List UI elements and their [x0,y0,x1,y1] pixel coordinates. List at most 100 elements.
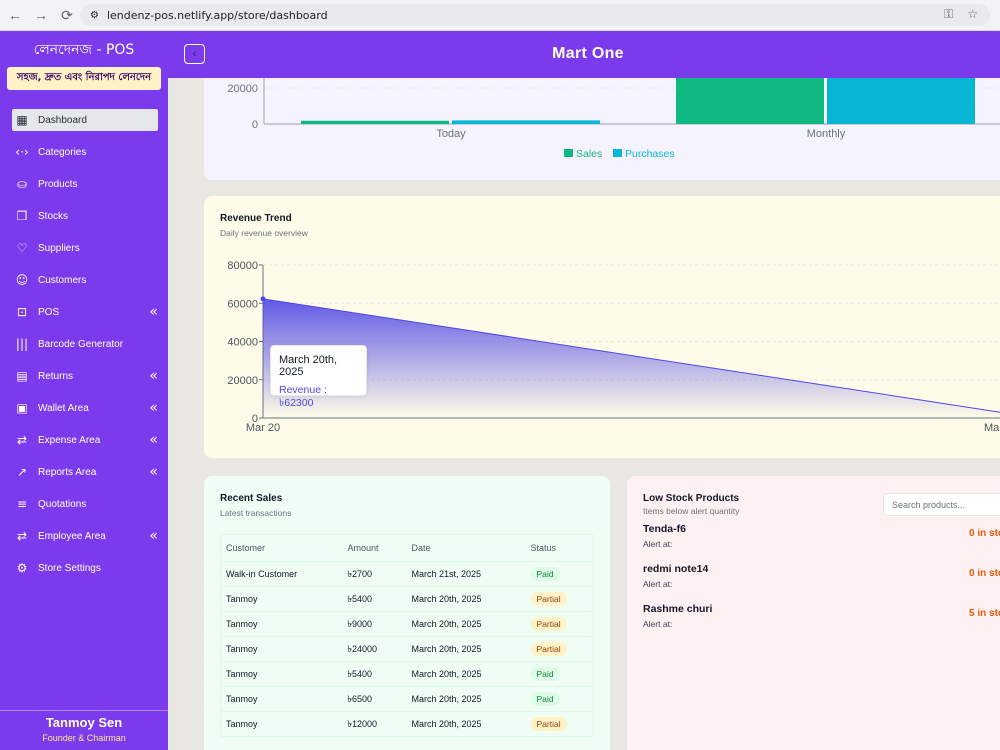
revenue-title: Revenue Trend [220,213,292,224]
cell-date: March 20th, 2025 [406,686,526,712]
user-name: Tanmoy Sen [45,715,123,730]
table-row[interactable]: Tanmoy ৳12000 March 20th, 2025 Partial [220,711,594,737]
low-stock-card: Low Stock Products Items below alert qua… [627,476,1000,750]
sidebar-item-customers[interactable]: ☺ Customers [12,269,158,291]
low-stock-subtitle: Items below alert quantity [643,506,740,516]
cell-customer: Tanmoy [220,611,343,637]
cell-status: Paid [525,686,594,712]
alert-label: Alert at: [643,619,673,629]
key-icon[interactable]: ⚿ [944,7,954,21]
status-badge: Partial [530,617,567,631]
chevron-double-left-icon[interactable]: « [149,432,158,448]
x-tick-label: Monthly [807,128,846,140]
status-badge: Partial [530,717,567,731]
cell-status: Partial [525,711,594,737]
chevron-double-left-icon[interactable]: « [149,528,158,544]
store-name: Mart One [552,45,624,62]
status-badge: Paid [530,567,560,581]
sidebar-item-label: Products [38,178,78,190]
y-tick-label: 80000 [227,260,258,272]
recent-sales-subtitle: Latest transactions [220,508,292,518]
site-info-icon[interactable]: ⚙ [90,9,99,21]
revenue-line [262,298,1000,413]
chevron-double-left-icon[interactable]: « [149,400,158,416]
column-header: Date [406,534,526,562]
table-row[interactable]: Walk-in Customer ৳2700 March 21st, 2025 Pai… [220,561,594,587]
table-row[interactable]: Tanmoy ৳6500 March 20th, 2025 Paid [220,686,594,712]
table-row[interactable]: Tanmoy ৳5400 March 20th, 2025 Paid [220,661,594,687]
search-products-input[interactable] [883,493,1000,516]
basket-icon: ⛀ [16,177,28,191]
cell-amount: ৳5400 [342,586,407,612]
product-name: Tenda-f6 [643,523,686,535]
sidebar-toggle-button[interactable]: ‹ [184,44,205,64]
sidebar-item-products[interactable]: ⛀ Products [12,173,158,195]
sidebar-item-stocks[interactable]: ❒ Stocks [12,205,158,227]
revenue-subtitle: Daily revenue overview [220,228,308,238]
bar-purchases [452,120,600,124]
sidebar-item-quotations[interactable]: ≡ Quotations [12,493,158,515]
sidebar-item-label: Returns [38,370,74,382]
table-row[interactable]: Tanmoy ৳9000 March 20th, 2025 Partial [220,611,594,637]
sidebar-item-expense-area[interactable]: ⇄ Expense Area « [12,429,158,451]
sidebar-item-label: Store Settings [38,562,101,574]
list-item[interactable]: Tenda-f6 Alert at: 0 in sto [643,523,1000,563]
revenue-trend-card: Revenue Trend Daily revenue overview 800… [204,196,1000,458]
cell-date: March 20th, 2025 [406,711,526,737]
low-stock-title: Low Stock Products [643,493,740,504]
y-tick-label: 20000 [227,375,258,387]
cell-customer: Tanmoy [220,686,343,712]
sidebar-menu: ▦ Dashboard ‹·› Categories ⛀ Products ❒ Stocks ♡… [0,109,168,589]
recent-sales-card: Recent Sales Latest transactions Custome… [204,476,610,750]
gear-icon: ⚙ [16,561,28,575]
list-item[interactable]: redmi note14 Alert at: 0 in sto [643,563,1000,603]
cell-customer: Tanmoy [220,586,343,612]
recent-sales-table: Customer Amount Date Status Walk-in Cust… [220,534,594,737]
sidebar-item-label: Wallet Area [38,402,89,414]
chart-tooltip: March 20th, 2025 Revenue : ৳62300 [270,345,367,409]
sidebar-item-employee-area[interactable]: ⇄ Employee Area « [12,525,158,547]
table-row[interactable]: Tanmoy ৳5400 March 20th, 2025 Partial [220,586,594,612]
sidebar-item-reports-area[interactable]: ↗ Reports Area « [12,461,158,483]
chevron-left-icon: ‹ [192,48,197,60]
chevron-double-left-icon[interactable]: « [149,304,158,320]
user-profile[interactable]: Tanmoy Sen Founder & Chairman [0,710,168,750]
chevron-double-left-icon[interactable]: « [149,368,158,384]
list-icon: ≡ [16,497,28,511]
chevron-double-left-icon[interactable]: « [149,464,158,480]
reload-icon[interactable]: ⟳ [61,6,73,23]
sidebar-item-dashboard[interactable]: ▦ Dashboard [12,109,158,131]
sidebar-item-store-settings[interactable]: ⚙ Store Settings [12,557,158,579]
list-item[interactable]: Rashme churi Alert at: 5 in sto [643,603,1000,643]
sidebar-item-wallet-area[interactable]: ▣ Wallet Area « [12,397,158,419]
sidebar: লেনদেনজ - POS সহজ, দ্রুত এবং নিরাপদ লেনদ… [0,31,168,750]
cell-date: March 20th, 2025 [406,636,526,662]
legend-swatch [564,149,573,157]
pos-icon: ⊡ [16,305,28,319]
status-badge: Paid [530,667,560,681]
sidebar-item-categories[interactable]: ‹·› Categories [12,141,158,163]
cell-date: March 20th, 2025 [406,586,526,612]
status-badge: Partial [530,642,567,656]
legend-swatch [613,149,622,157]
back-icon[interactable]: ← [8,7,22,23]
cell-date: March 20th, 2025 [406,661,526,687]
legend-label: Purchases [625,148,675,160]
product-name: redmi note14 [643,563,709,575]
cell-status: Partial [525,586,594,612]
cell-date: March 20th, 2025 [406,611,526,637]
forward-icon[interactable]: → [34,7,48,23]
sidebar-item-suppliers[interactable]: ♡ Suppliers [12,237,158,259]
star-icon[interactable]: ☆ [967,7,978,21]
sidebar-item-pos[interactable]: ⊡ POS « [12,301,158,323]
cell-date: March 21st, 2025 [406,561,526,587]
sidebar-item-barcode-generator[interactable]: ||| Barcode Generator [12,333,158,355]
table-row[interactable]: Tanmoy ৳24000 March 20th, 2025 Partial [220,636,594,662]
alert-label: Alert at: [643,579,673,589]
wallet-icon: ▣ [16,401,28,415]
address-bar[interactable]: ⚙ lendenz-pos.netlify.app/store/dashboar… [80,4,990,26]
cell-amount: ৳9000 [342,611,407,637]
cell-amount: ৳6500 [342,686,407,712]
sidebar-item-returns[interactable]: ▤ Returns « [12,365,158,387]
